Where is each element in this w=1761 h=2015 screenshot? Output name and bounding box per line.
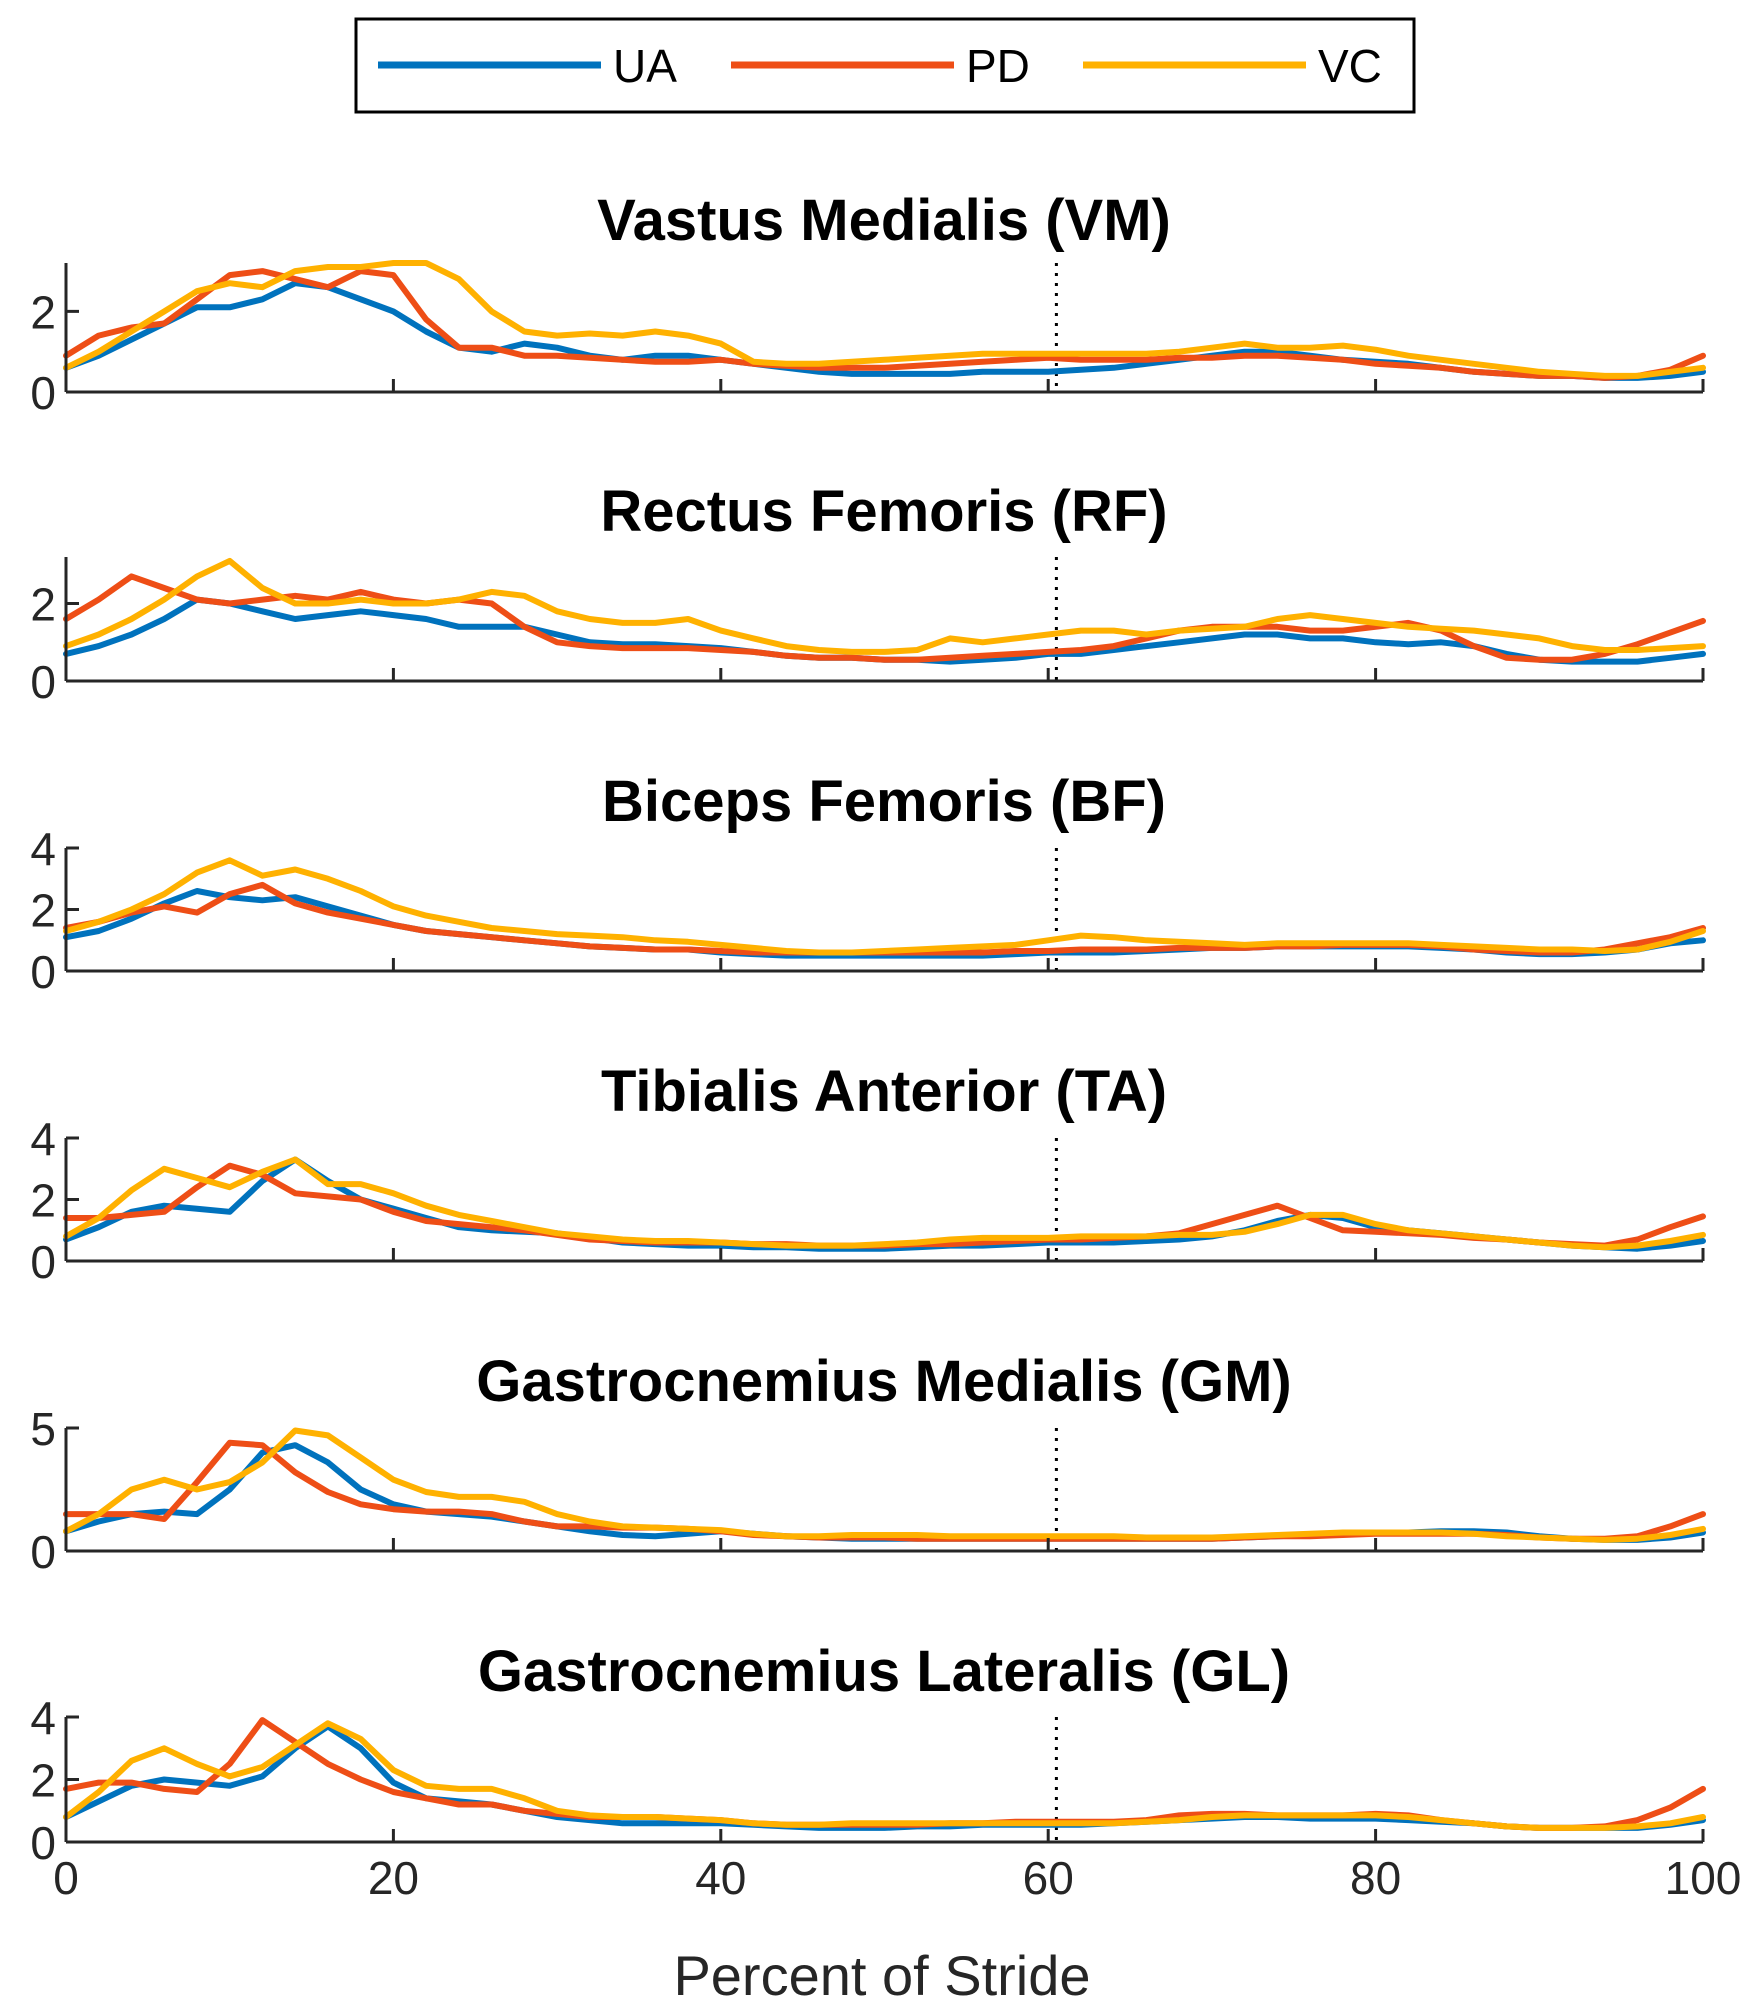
- y-tick-label: 4: [30, 823, 56, 875]
- y-tick-label: 0: [30, 1526, 56, 1578]
- legend: UA PD VC: [354, 17, 1416, 114]
- y-tick-label: 0: [30, 1817, 56, 1869]
- legend-label-ua: UA: [613, 40, 677, 92]
- legend-label-pd: PD: [966, 40, 1030, 92]
- series-line-vc: [63, 1156, 1706, 1251]
- y-tick-label: 2: [30, 1755, 56, 1807]
- y-tick-label: 2: [30, 885, 56, 937]
- panel-title-vm: Vastus Medialis (VM): [597, 188, 1171, 253]
- y-tick-label: 4: [30, 1113, 56, 1165]
- series-line-pd: [63, 268, 1706, 381]
- series-line-ua: [63, 1723, 1706, 1831]
- series-line-vc: [63, 557, 1706, 655]
- y-tick-label: 2: [30, 286, 56, 338]
- y-tick-label: 2: [30, 1175, 56, 1227]
- y-tick-label: 0: [30, 1236, 56, 1288]
- y-tick-label: 2: [30, 579, 56, 631]
- panel-rf: Rectus Femoris (RF) 0 2: [30, 479, 1706, 708]
- x-tick-label: 40: [695, 1852, 746, 1904]
- x-tick-label: 100: [1665, 1852, 1742, 1904]
- series-line-vc: [63, 857, 1706, 956]
- series-line-ua: [63, 1442, 1706, 1543]
- panel-bf: Biceps Femoris (BF) 0 2 4: [30, 769, 1706, 998]
- panel-vm: Vastus Medialis (VM) 0 2: [30, 188, 1706, 419]
- panel-title-rf: Rectus Femoris (RF): [600, 479, 1167, 544]
- panel-title-bf: Biceps Femoris (BF): [602, 769, 1166, 834]
- x-tick-label: 60: [1023, 1852, 1074, 1904]
- y-tick-label: 0: [30, 656, 56, 708]
- y-tick-label: 5: [30, 1403, 56, 1455]
- series-line-vc: [63, 260, 1706, 379]
- x-tick-label: 20: [368, 1852, 419, 1904]
- x-tick-label: 0: [53, 1852, 79, 1904]
- series-line-pd: [63, 881, 1706, 956]
- series-line-vc: [63, 1427, 1706, 1543]
- y-tick-label: 0: [30, 946, 56, 998]
- panel-ta: Tibialis Anterior (TA) 0 2 4: [30, 1059, 1706, 1288]
- x-tick-label: 80: [1350, 1852, 1401, 1904]
- legend-label-vc: VC: [1318, 40, 1382, 92]
- panel-title-ta: Tibialis Anterior (TA): [601, 1059, 1167, 1124]
- panel-title-gl: Gastrocnemius Lateralis (GL): [478, 1639, 1290, 1704]
- x-axis-label: Percent of Stride: [673, 1944, 1090, 2007]
- panel-title-gm: Gastrocnemius Medialis (GM): [476, 1349, 1291, 1414]
- series-line-vc: [63, 1720, 1706, 1831]
- y-tick-label: 4: [30, 1692, 56, 1744]
- panel-gm: Gastrocnemius Medialis (GM) 0 5: [30, 1349, 1706, 1578]
- y-tick-label: 0: [30, 367, 56, 419]
